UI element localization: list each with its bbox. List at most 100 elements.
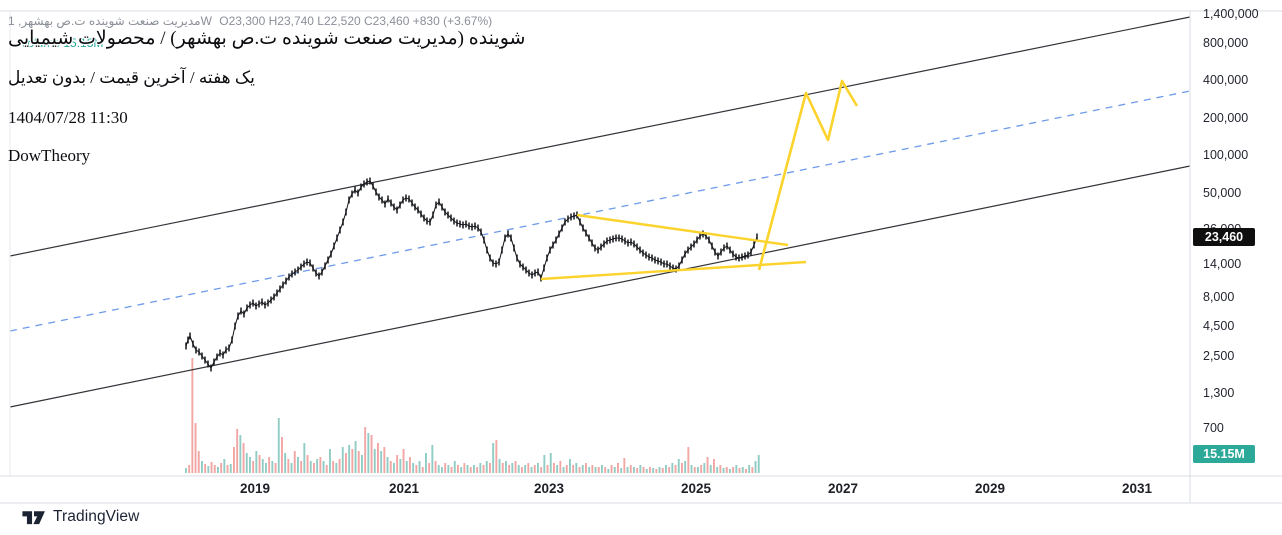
volume-bar xyxy=(757,455,760,473)
volume-bar xyxy=(521,467,523,473)
tradingview-logo[interactable]: TradingView xyxy=(22,508,139,526)
price-axis[interactable]: 7001,3002,5004,5008,00014,00026,00050,00… xyxy=(1190,7,1282,476)
breakout-projection-zigzag[interactable] xyxy=(757,79,859,271)
volume-bar xyxy=(271,461,274,473)
dow-theory-annotation[interactable]: DowTheory xyxy=(8,146,91,165)
volume-bar xyxy=(194,423,197,473)
volume-bar xyxy=(380,451,383,473)
volume-bar xyxy=(613,467,616,473)
volume-bar xyxy=(469,467,472,473)
price-axis-label: 100,000 xyxy=(1203,148,1249,162)
volume-bar xyxy=(601,465,603,473)
time-axis-year-label: 2021 xyxy=(388,481,420,496)
volume-bar xyxy=(316,459,319,473)
time-axis-year-label: 2031 xyxy=(1121,481,1153,496)
triangle-lower-trendline[interactable] xyxy=(540,260,807,281)
volume-bar xyxy=(306,455,309,473)
volume-bar xyxy=(668,467,671,473)
volume-bar xyxy=(297,457,299,473)
volume-bar xyxy=(517,465,520,473)
price-axis-label: 1,300 xyxy=(1203,386,1235,400)
volume-bar xyxy=(396,455,399,473)
volume-bar xyxy=(223,459,226,473)
volume-indicator-legend[interactable]: Volume 15.15M xyxy=(20,36,104,50)
volume-bar xyxy=(722,468,725,473)
volume-bar xyxy=(604,467,607,473)
triangle-upper-trendline[interactable] xyxy=(576,213,789,247)
volume-bar xyxy=(684,461,687,473)
volume-bar xyxy=(239,435,242,473)
volume-bar xyxy=(514,461,517,473)
volume-bar xyxy=(485,461,488,473)
price-axis-label: 800,000 xyxy=(1203,36,1249,50)
volume-bar xyxy=(245,453,248,473)
last-price-badge: 23,460 xyxy=(1193,228,1255,246)
volume-bar xyxy=(546,465,549,473)
volume-bar xyxy=(453,461,456,473)
volume-bar xyxy=(578,467,581,473)
time-axis[interactable]: 2019 2021 2023 2025 2027 2029 2031 xyxy=(0,476,1282,503)
volume-bar xyxy=(697,467,699,473)
volume-bar xyxy=(703,463,706,473)
channel-upper-line[interactable] xyxy=(9,16,1191,257)
volume-bar xyxy=(274,463,277,473)
volume-bar xyxy=(386,457,389,473)
price-axis-label: 200,000 xyxy=(1203,111,1249,125)
volume-bar xyxy=(210,462,213,473)
time-axis-year-label: 2029 xyxy=(974,481,1006,496)
volume-bar xyxy=(303,443,306,473)
volume-bar xyxy=(437,465,440,473)
volume-bar xyxy=(341,447,344,473)
volume-bar xyxy=(575,463,578,473)
volume-bar xyxy=(185,468,187,473)
volume-bar xyxy=(655,469,658,473)
volume-bar xyxy=(725,467,728,473)
channel-midline-dashed[interactable] xyxy=(9,90,1191,332)
symbol-name-interval[interactable]: مدیریت صنعت شوینده ت.ص بهشهر, 1W xyxy=(8,14,212,28)
volume-bar xyxy=(229,464,232,473)
volume-bar xyxy=(207,466,210,473)
volume-bar xyxy=(309,461,312,473)
volume-bar xyxy=(645,469,648,473)
volume-bar xyxy=(719,465,722,473)
volume-bar xyxy=(412,463,415,473)
volume-bar xyxy=(732,467,735,473)
volume-bar xyxy=(748,465,751,473)
volume-bar xyxy=(466,465,469,473)
volume-bar xyxy=(319,457,322,473)
volume-bar xyxy=(441,467,443,473)
volume-bar xyxy=(284,453,287,473)
volume-bar xyxy=(556,465,559,473)
volume-bar xyxy=(332,461,335,473)
volume-bar xyxy=(463,463,466,473)
volume-bar xyxy=(428,463,431,473)
volume-bar xyxy=(431,445,434,473)
symbol-legend-row[interactable]: مدیریت صنعت شوینده ت.ص بهشهر, 1W O23,300… xyxy=(8,14,492,28)
volume-bar xyxy=(434,461,437,473)
volume-bar xyxy=(562,467,565,473)
volume-bar xyxy=(409,457,411,473)
volume-bar xyxy=(629,465,632,473)
chart-datetime-annotation[interactable]: 1404/07/28 11:30 xyxy=(8,108,128,127)
volume-bar xyxy=(713,459,715,473)
chart-title-annotation[interactable]: شوینده (مدیریت صنعت شوینده ت.ص بهشهر) / … xyxy=(8,28,526,49)
volume-bar xyxy=(367,433,370,473)
volume-bar xyxy=(649,467,651,473)
channel-lower-line[interactable] xyxy=(9,165,1191,408)
volume-bar xyxy=(421,467,424,473)
volume-bar xyxy=(607,469,610,473)
volume-bar xyxy=(671,463,674,473)
volume-bar xyxy=(220,463,223,473)
volume-bar xyxy=(633,467,635,473)
volume-bar xyxy=(617,463,619,473)
volume-bar xyxy=(591,465,594,473)
volume-bar xyxy=(354,441,357,473)
volume-bar xyxy=(444,463,447,473)
volume-bar xyxy=(258,455,261,473)
volume-bar xyxy=(290,463,293,473)
volume-bar xyxy=(277,418,280,473)
chart-subtitle-annotation[interactable]: یک هفته / آخرین قیمت / بدون تعدیل xyxy=(8,68,255,87)
volume-bar xyxy=(482,465,485,473)
